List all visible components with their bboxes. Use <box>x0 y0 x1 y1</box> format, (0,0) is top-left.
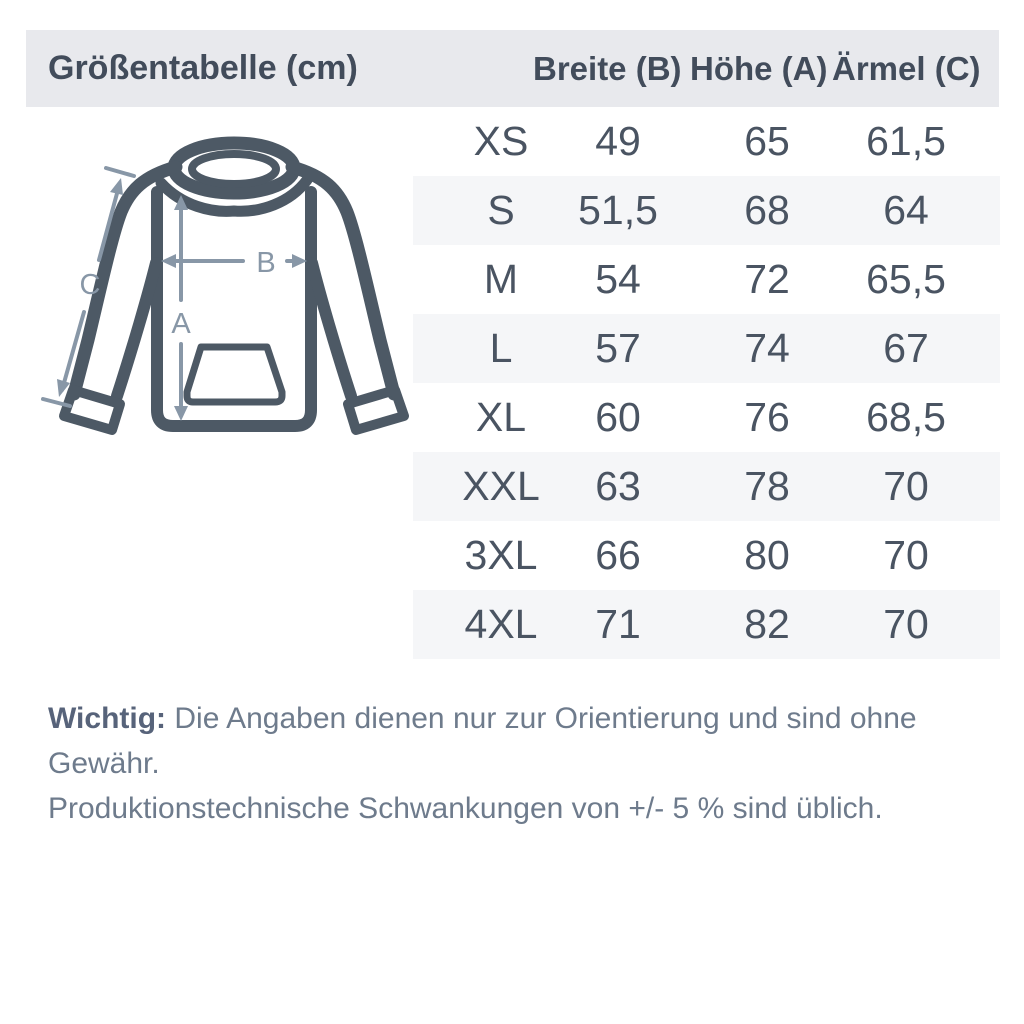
c-top-tick <box>104 166 136 178</box>
hoehe-cell: 82 <box>744 601 790 647</box>
measure-a-label: A <box>171 308 191 340</box>
note-line1: Die Angaben dienen nur zur Orientierung … <box>48 702 917 780</box>
breite-cell: 71 <box>595 601 641 647</box>
hoodie-diagram: A B C <box>41 136 409 435</box>
measure-c-label: C <box>80 269 101 301</box>
body-outline <box>151 186 317 432</box>
note-line2: Produktionstechnische Schwankungen von +… <box>48 792 883 825</box>
left-cuff <box>59 385 125 435</box>
size-cell: 3XL <box>464 532 538 578</box>
table-row: S 51,5 68 64 <box>413 176 1000 245</box>
table-row: XL 60 76 68,5 <box>413 383 1000 452</box>
right-cuff <box>343 385 409 435</box>
measure-b-label: B <box>256 247 275 279</box>
aermel-cell: 68,5 <box>866 394 946 440</box>
hood-inner-ring <box>188 150 280 188</box>
size-cell: L <box>489 325 513 371</box>
left-sleeve-outer <box>67 160 183 401</box>
table-row: L 57 74 67 <box>413 314 1000 383</box>
aermel-cell: 70 <box>883 601 929 647</box>
breite-cell: 49 <box>595 118 641 164</box>
breite-cell: 54 <box>595 256 641 302</box>
aermel-cell: 67 <box>883 325 929 371</box>
size-cell: XL <box>475 394 527 440</box>
table-row: 3XL 66 80 70 <box>413 521 1000 590</box>
breite-cell: 57 <box>595 325 641 371</box>
disclaimer-note: Wichtig: Die Angaben dienen nur zur Orie… <box>48 696 978 831</box>
breite-cell: 51,5 <box>578 187 658 233</box>
size-cell: XS <box>473 118 529 164</box>
hoodie-outline <box>59 136 409 435</box>
hoehe-cell: 78 <box>744 463 790 509</box>
breite-cell: 63 <box>595 463 641 509</box>
c-bottom-tick <box>41 397 72 408</box>
right-sleeve-inner <box>306 257 357 402</box>
size-table: XS 49 65 61,5 S 51,5 68 64 M 54 72 65,5 … <box>413 107 1000 659</box>
right-sleeve-outer <box>285 160 401 401</box>
table-header: Größentabelle (cm) Breite (B) Höhe (A) Ä… <box>26 30 999 107</box>
size-cell: M <box>483 256 519 302</box>
col-header-breite: Breite (B) <box>533 50 682 87</box>
aermel-cell: 64 <box>883 187 929 233</box>
col-header-hoehe: Höhe (A) <box>690 50 828 87</box>
aermel-cell: 70 <box>883 463 929 509</box>
breite-cell: 60 <box>595 394 641 440</box>
aermel-cell: 70 <box>883 532 929 578</box>
breite-cell: 66 <box>595 532 641 578</box>
hoehe-cell: 65 <box>744 118 790 164</box>
size-cell: XXL <box>462 463 540 509</box>
hoehe-cell: 74 <box>744 325 790 371</box>
size-cell: 4XL <box>464 601 538 647</box>
hoehe-cell: 80 <box>744 532 790 578</box>
aermel-cell: 61,5 <box>866 118 946 164</box>
table-row: M 54 72 65,5 <box>413 245 1000 314</box>
measure-a-arrow <box>174 195 188 421</box>
col-header-aermel: Ärmel (C) <box>832 50 981 87</box>
hoehe-cell: 76 <box>744 394 790 440</box>
measure-b-arrow <box>161 254 307 268</box>
table-row: XS 49 65 61,5 <box>413 107 1000 176</box>
size-cell: S <box>487 187 515 233</box>
left-sleeve-inner <box>111 257 162 402</box>
note-lead: Wichtig: <box>48 702 167 735</box>
table-row: XXL 63 78 70 <box>413 452 1000 521</box>
pocket <box>183 343 286 406</box>
measure-c-arrow <box>41 166 136 408</box>
table-row: 4XL 71 82 70 <box>413 590 1000 659</box>
aermel-cell: 65,5 <box>866 256 946 302</box>
measurement-arrows: A B C <box>41 166 307 421</box>
page-title: Größentabelle (cm) <box>48 49 358 87</box>
hoehe-cell: 68 <box>744 187 790 233</box>
hoehe-cell: 72 <box>744 256 790 302</box>
